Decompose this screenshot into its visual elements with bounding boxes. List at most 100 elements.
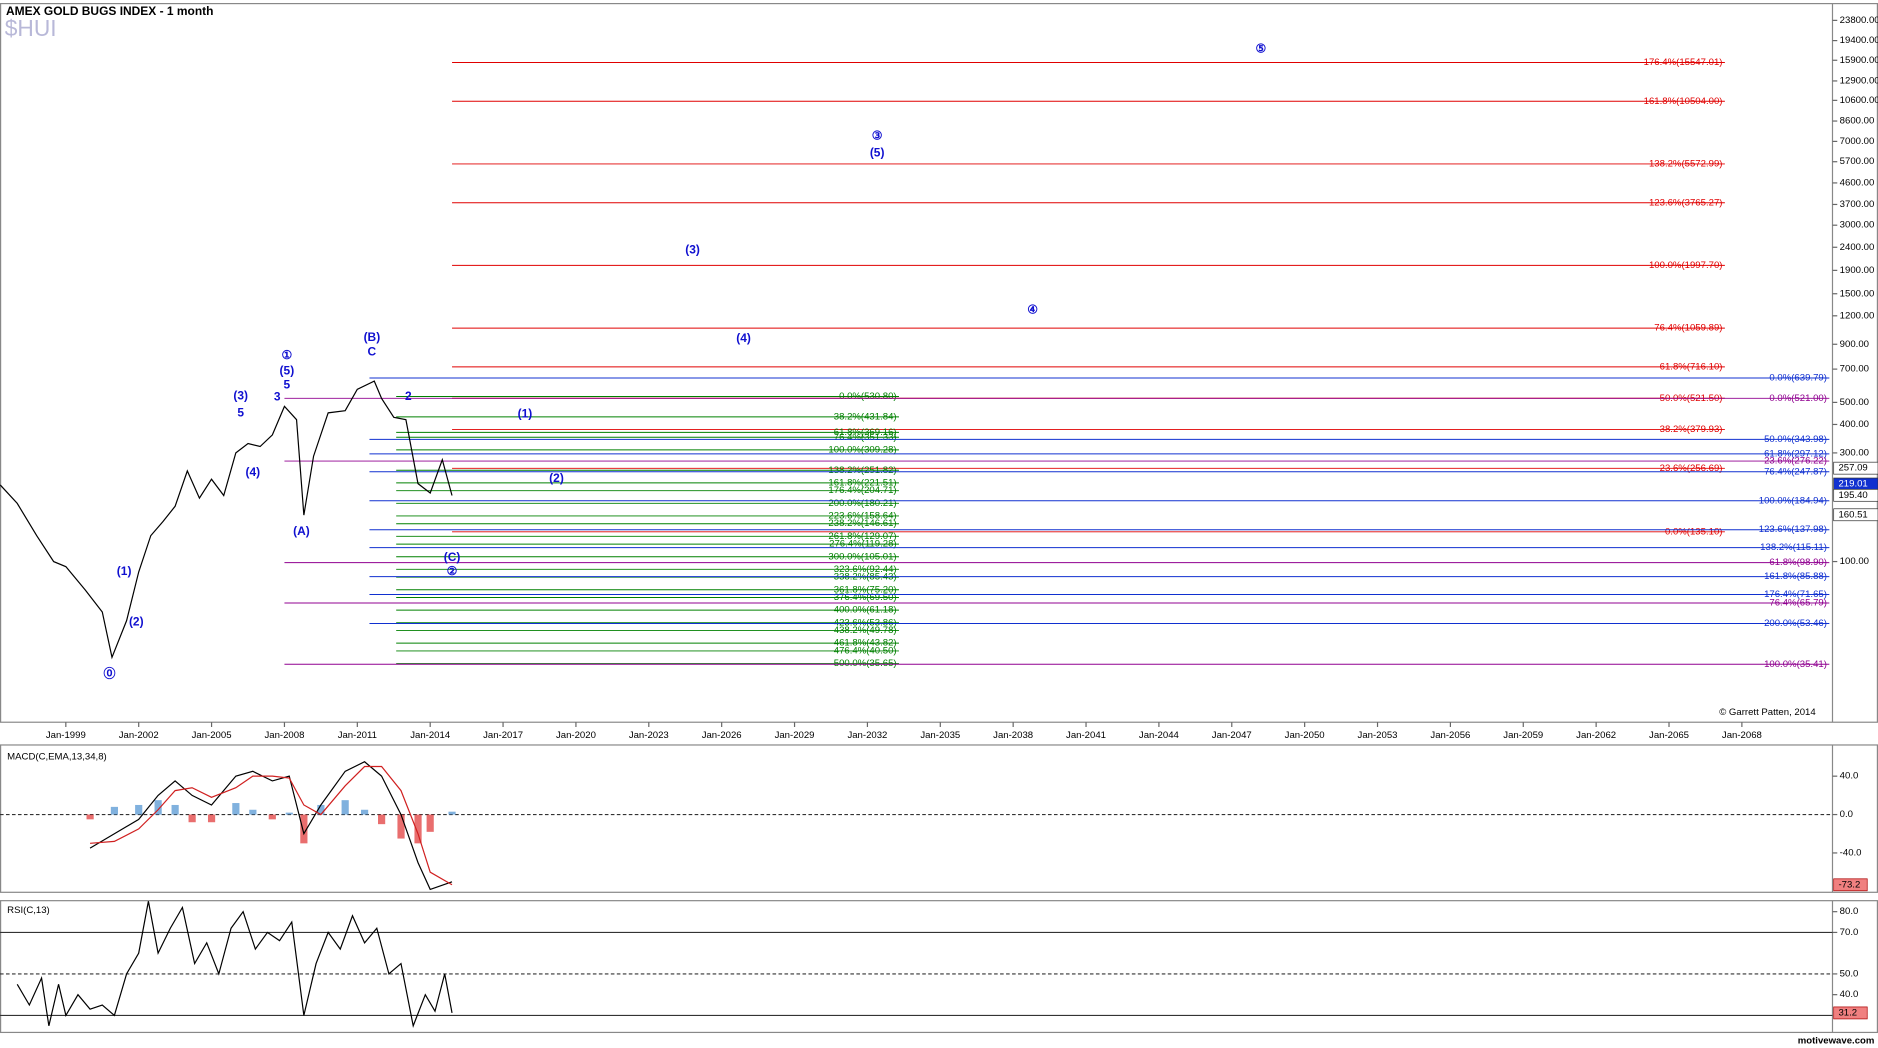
wave-label: 2 bbox=[405, 389, 412, 403]
wave-label: C bbox=[368, 344, 377, 358]
fib-label: 238.2%(146.61) bbox=[828, 518, 896, 529]
x-tick-label: Jan-2011 bbox=[338, 730, 377, 741]
y-tick-label: 70.0 bbox=[1840, 927, 1859, 938]
fib-label: 61.8%(297.12) bbox=[1764, 448, 1827, 459]
y-tick-label: 2400.00 bbox=[1840, 242, 1875, 253]
wave-label: (4) bbox=[246, 465, 261, 479]
x-tick-label: Jan-2065 bbox=[1649, 730, 1689, 741]
wave-label: (B) bbox=[364, 330, 381, 344]
x-tick-label: Jan-2002 bbox=[119, 730, 159, 741]
fib-label: 0.0%(639.79) bbox=[1769, 373, 1827, 384]
x-tick-label: Jan-2038 bbox=[993, 730, 1033, 741]
y-tick-label: 3700.00 bbox=[1840, 199, 1875, 210]
y-tick-label: 500.00 bbox=[1840, 397, 1869, 408]
x-tick-label: Jan-2059 bbox=[1503, 730, 1543, 741]
fib-label: 23.6%(256.69) bbox=[1660, 463, 1723, 474]
histogram-bar bbox=[207, 814, 216, 823]
x-tick-label: Jan-2050 bbox=[1285, 730, 1325, 741]
fib-label: 100.0%(309.28) bbox=[828, 444, 896, 455]
histogram-bar bbox=[110, 806, 119, 815]
wave-label: 5 bbox=[284, 378, 291, 392]
fib-label: 200.0%(180.21) bbox=[828, 498, 896, 509]
value-tag-label: 31.2 bbox=[1838, 1007, 1857, 1018]
y-tick-label: 1200.00 bbox=[1840, 310, 1875, 321]
fib-label: 76.4%(247.87) bbox=[1764, 466, 1827, 477]
fib-label: 361.8%(75.20) bbox=[834, 584, 897, 595]
fib-label: 323.6%(92.44) bbox=[834, 564, 897, 575]
histogram-bar bbox=[285, 812, 293, 815]
fib-label: 423.6%(53.86) bbox=[834, 617, 897, 628]
fib-label: 500.0%(35.65) bbox=[834, 658, 897, 669]
y-tick-label: 3000.00 bbox=[1840, 220, 1875, 231]
series-line bbox=[90, 765, 453, 886]
fib-label: 400.0%(61.18) bbox=[834, 605, 897, 616]
wave-label: (5) bbox=[870, 146, 885, 160]
fib-label: 200.0%(53.46) bbox=[1764, 618, 1827, 629]
wave-label: (A) bbox=[293, 524, 310, 538]
fib-label: 100.0%(184.94) bbox=[1759, 495, 1827, 506]
fib-label: 176.4%(71.65) bbox=[1764, 589, 1827, 600]
wave-label: (C) bbox=[444, 550, 461, 564]
x-tick-label: Jan-2020 bbox=[556, 730, 596, 741]
fib-label: 100.0%(35.41) bbox=[1764, 659, 1827, 670]
fib-label: 38.2%(379.93) bbox=[1660, 424, 1723, 435]
fib-label: 23.6%(276.22) bbox=[1764, 456, 1827, 467]
fib-label: 300.0%(105.01) bbox=[828, 551, 896, 562]
y-tick-label: -40.0 bbox=[1840, 847, 1862, 858]
histogram-bar bbox=[317, 804, 325, 815]
histogram-bar bbox=[378, 814, 386, 825]
fib-label: 138.2%(5572.99) bbox=[1649, 158, 1723, 169]
y-tick-label: 0.0 bbox=[1840, 809, 1853, 820]
fib-label: 438.2%(49.78) bbox=[834, 625, 897, 636]
series-line bbox=[0, 380, 453, 660]
fib-label: 338.2%(85.43) bbox=[834, 572, 897, 583]
fib-label: 0.0%(521.00) bbox=[1769, 393, 1827, 404]
fib-label: 223.6%(158.64) bbox=[828, 510, 896, 521]
x-tick-label: Jan-2008 bbox=[264, 730, 304, 741]
y-tick-label: 15900.00 bbox=[1840, 55, 1878, 66]
histogram-bar bbox=[232, 803, 240, 815]
fib-label: 76.4%(351.33) bbox=[834, 432, 897, 443]
histogram-bar bbox=[268, 814, 276, 820]
panel-frame bbox=[0, 2, 1878, 723]
histogram-bar bbox=[171, 804, 179, 815]
y-tick-label: 8600.00 bbox=[1840, 116, 1875, 127]
fib-label: 161.8%(10504.00) bbox=[1644, 96, 1723, 107]
histogram-bar bbox=[154, 800, 162, 815]
price-tag-label: 257.09 bbox=[1838, 463, 1867, 474]
x-tick-label: Jan-2029 bbox=[775, 730, 815, 741]
y-tick-label: 80.0 bbox=[1840, 906, 1859, 917]
y-tick-label: 5700.00 bbox=[1840, 156, 1875, 167]
y-tick-label: 100.00 bbox=[1840, 556, 1869, 567]
fib-label: 461.8%(43.82) bbox=[834, 638, 897, 649]
chart-title: AMEX GOLD BUGS INDEX - 1 month bbox=[6, 4, 213, 18]
fib-label: 176.4%(204.71) bbox=[828, 485, 896, 496]
wave-label: ⓪ bbox=[104, 665, 116, 680]
y-tick-label: 4600.00 bbox=[1840, 177, 1875, 188]
histogram-bar bbox=[448, 811, 456, 815]
y-tick-label: 1500.00 bbox=[1840, 288, 1875, 299]
y-tick-label: 400.00 bbox=[1840, 419, 1869, 430]
histogram-bar bbox=[188, 814, 196, 823]
price-tag-label: 195.40 bbox=[1838, 490, 1867, 501]
x-tick-label: Jan-2041 bbox=[1066, 730, 1106, 741]
price-tag-label: 219.01 bbox=[1838, 479, 1867, 490]
panel-frame bbox=[0, 744, 1878, 893]
fib-label: 76.4%(1059.89) bbox=[1654, 323, 1722, 334]
fib-label: 38.2%(431.84) bbox=[834, 411, 897, 422]
panel-frame bbox=[0, 900, 1878, 1034]
x-tick-label: Jan-2047 bbox=[1212, 730, 1252, 741]
fib-label: 276.4%(119.28) bbox=[829, 539, 896, 550]
x-tick-label: Jan-2005 bbox=[192, 730, 232, 741]
histogram-bar bbox=[414, 814, 422, 844]
value-tag-label: -73.2 bbox=[1838, 879, 1860, 890]
fib-label: 61.8%(716.10) bbox=[1660, 361, 1723, 372]
x-tick-label: Jan-2044 bbox=[1139, 730, 1180, 741]
y-tick-label: 19400.00 bbox=[1840, 35, 1878, 46]
fib-label: 261.8%(129.07) bbox=[828, 531, 896, 542]
fib-label: 138.2%(251.82) bbox=[828, 465, 896, 476]
watermark: motivewave.com bbox=[1798, 1035, 1875, 1046]
wave-label: (3) bbox=[233, 388, 248, 402]
x-tick-label: Jan-2023 bbox=[629, 730, 669, 741]
x-tick-label: Jan-2026 bbox=[702, 730, 742, 741]
